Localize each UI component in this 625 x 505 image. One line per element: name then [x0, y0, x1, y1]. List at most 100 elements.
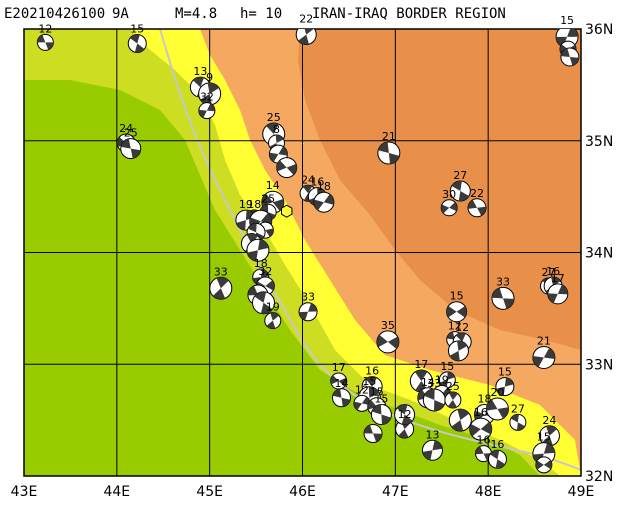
depth-label: 18	[477, 393, 491, 406]
depth-label: 8	[273, 123, 280, 136]
graticule	[24, 29, 581, 476]
depth-label: 18	[317, 180, 331, 193]
compressional-quadrant	[260, 204, 269, 213]
compressional-quadrant	[455, 332, 466, 342]
lon-tick-label: 46E	[289, 484, 316, 500]
lon-tick-label: 48E	[475, 484, 502, 500]
compressional-quadrant	[270, 312, 279, 321]
compressional-quadrant	[489, 450, 500, 460]
depth-label: 27	[511, 402, 525, 415]
compressional-quadrant	[378, 142, 389, 154]
compressional-quadrant	[543, 347, 555, 360]
compressional-quadrant	[266, 320, 276, 329]
epicenter-marker	[281, 204, 293, 218]
lat-tick-label: 35N	[585, 134, 613, 150]
focal-mechanism-beachball	[198, 102, 216, 120]
depth-label: 19	[266, 301, 280, 314]
depth-label: 14	[266, 179, 280, 192]
compressional-quadrant	[260, 269, 269, 278]
focal-mechanism-layer	[36, 29, 580, 474]
compressional-quadrant	[361, 396, 370, 406]
lat-tick-label: 36N	[585, 22, 613, 38]
depth-label: 33	[427, 377, 441, 390]
compressional-quadrant	[448, 392, 458, 401]
compressional-quadrant	[120, 138, 131, 149]
depth-label: 22	[470, 187, 484, 200]
depth-label: 15	[370, 386, 384, 399]
depth-label: 25	[261, 192, 275, 205]
compressional-quadrant	[45, 42, 54, 50]
focal-mechanism-beachball	[449, 180, 471, 202]
longitude-axis: 43E 44E 45E 46E 47E 48E 49E	[11, 484, 595, 500]
compressional-quadrant	[560, 48, 570, 57]
compressional-quadrant	[451, 420, 464, 432]
compressional-quadrant	[447, 371, 455, 380]
depth: h= 10	[240, 6, 282, 22]
compressional-quadrant	[247, 223, 257, 233]
depth-label: 22	[299, 13, 313, 26]
focal-mechanism-beachball	[376, 330, 400, 354]
depth-label: 27	[453, 169, 467, 182]
depth-label: 12	[38, 22, 52, 35]
compressional-quadrant	[446, 331, 455, 340]
depth-label: 32	[258, 265, 272, 278]
focal-mechanism-beachball	[487, 449, 507, 469]
depth-label: 15	[498, 366, 512, 379]
compressional-quadrant	[236, 220, 246, 231]
focal-mechanism-beachball	[264, 312, 282, 330]
compressional-quadrant	[299, 311, 309, 321]
compressional-quadrant	[376, 334, 388, 348]
compressional-quadrant	[247, 250, 258, 262]
compressional-quadrant	[353, 401, 362, 410]
lon-tick-label: 45E	[196, 484, 223, 500]
compressional-quadrant	[308, 303, 318, 312]
compressional-quadrant	[265, 280, 275, 291]
focal-mechanism-beachball	[331, 388, 351, 408]
depth-label: 15	[440, 360, 454, 373]
compressional-quadrant	[192, 77, 204, 88]
focal-mechanism-beachball	[560, 47, 580, 67]
compressional-quadrant	[516, 422, 525, 431]
depth-label: 25	[124, 127, 138, 140]
depth-label: 16	[477, 434, 491, 447]
compressional-quadrant	[477, 206, 487, 216]
focal-mechanism-beachball	[36, 33, 54, 51]
compressional-quadrant	[130, 148, 141, 159]
lat-tick-label: 34N	[585, 246, 613, 262]
depth-label: 16	[310, 176, 324, 189]
depth-label: 17	[414, 358, 428, 371]
compressional-quadrant	[456, 306, 467, 318]
compressional-quadrant	[313, 199, 324, 211]
lon-tick-label: 47E	[382, 484, 409, 500]
compressional-quadrant	[246, 233, 258, 244]
focal-mechanism-beachball	[491, 286, 515, 310]
compressional-quadrant	[265, 228, 274, 237]
compressional-quadrant	[278, 146, 288, 156]
focal-mechanism-beachball	[532, 346, 556, 370]
focal-mechanism-beachball	[444, 391, 462, 409]
compressional-quadrant	[276, 160, 287, 172]
compressional-quadrant	[207, 82, 219, 94]
depth-label: 15	[450, 290, 464, 303]
compressional-quadrant	[480, 421, 492, 435]
epicenter-layer	[281, 204, 293, 218]
compressional-quadrant	[330, 375, 339, 385]
focal-mechanism-beachball	[509, 413, 527, 431]
compressional-quadrant	[275, 134, 284, 143]
compressional-quadrant	[422, 450, 433, 461]
depth-label: 9	[206, 71, 213, 84]
depth-label: 25	[267, 111, 281, 124]
region-name: IRAN-IRAQ BORDER REGION	[312, 6, 506, 22]
compressional-quadrant	[332, 388, 342, 398]
compressional-quadrant	[510, 414, 519, 423]
compressional-quadrant	[451, 181, 462, 192]
compressional-quadrant	[567, 29, 579, 37]
compressional-quadrant	[415, 370, 428, 382]
compressional-quadrant	[495, 459, 505, 469]
focal-mechanism-beachball	[495, 377, 515, 397]
compressional-quadrant	[364, 425, 374, 434]
depth-label: 17	[551, 272, 565, 285]
depth-label: 12	[448, 320, 462, 333]
compressional-quadrant	[298, 34, 309, 45]
